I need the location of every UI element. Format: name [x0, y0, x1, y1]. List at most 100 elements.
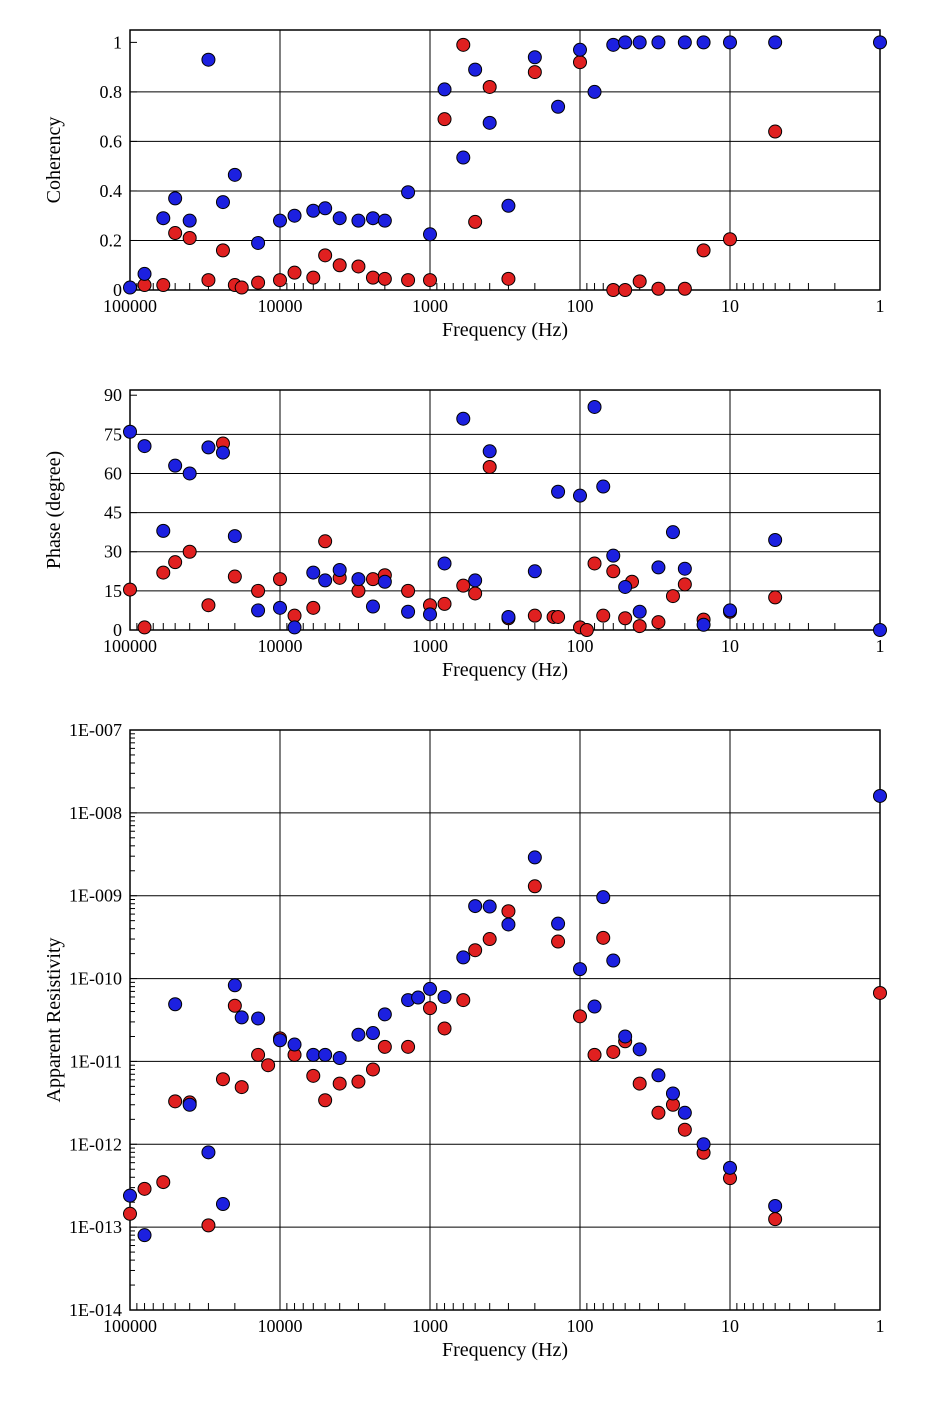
marker-blue: [666, 526, 679, 539]
y-axis-label: Coherency: [43, 117, 65, 204]
marker-red: [469, 944, 482, 957]
marker-blue: [678, 562, 691, 575]
xtick-label: 1: [876, 296, 885, 316]
ytick-label: 1E-009: [69, 886, 122, 906]
marker-blue: [588, 1000, 601, 1013]
marker-blue: [528, 51, 541, 64]
marker-blue: [424, 608, 437, 621]
marker-blue: [438, 990, 451, 1003]
marker-red: [402, 1040, 415, 1053]
marker-red: [457, 38, 470, 51]
marker-blue: [552, 485, 565, 498]
marker-red: [252, 584, 265, 597]
marker-blue: [769, 36, 782, 49]
ytick-label: 0.6: [100, 131, 123, 151]
marker-blue: [633, 36, 646, 49]
marker-blue: [574, 963, 587, 976]
marker-blue: [169, 459, 182, 472]
ytick-label: 15: [104, 581, 122, 601]
xtick-label: 10000: [258, 296, 303, 316]
marker-blue: [769, 534, 782, 547]
ytick-label: 1E-013: [69, 1217, 122, 1237]
marker-red: [202, 1219, 215, 1232]
marker-blue: [769, 1199, 782, 1212]
y-axis-label: Apparent Resistivity: [43, 938, 65, 1103]
xtick-label: 10: [721, 1316, 739, 1336]
ytick-label: 0.2: [100, 230, 123, 250]
xtick-label: 100: [567, 636, 594, 656]
ytick-label: 0: [113, 280, 122, 300]
marker-blue: [874, 624, 887, 637]
marker-blue: [333, 564, 346, 577]
marker-red: [402, 274, 415, 287]
marker-blue: [607, 954, 620, 967]
marker-blue: [597, 480, 610, 493]
marker-blue: [333, 1051, 346, 1064]
marker-red: [424, 1002, 437, 1015]
marker-red: [402, 584, 415, 597]
xtick-label: 1000: [412, 1316, 448, 1336]
marker-blue: [169, 998, 182, 1011]
xtick-label: 100000: [103, 296, 157, 316]
marker-blue: [619, 1030, 632, 1043]
x-axis-label: Frequency (Hz): [442, 319, 568, 341]
marker-blue: [502, 918, 515, 931]
marker-red: [633, 1077, 646, 1090]
marker-blue: [319, 1048, 332, 1061]
xtick-label: 100000: [103, 636, 157, 656]
marker-blue: [274, 1034, 287, 1047]
marker-red: [652, 1106, 665, 1119]
marker-red: [874, 986, 887, 999]
marker-red: [633, 275, 646, 288]
panel-wrap-resistivity: 1000001000010001001011E-0141E-0131E-0121…: [20, 720, 920, 1370]
marker-red: [307, 1069, 320, 1082]
marker-red: [252, 276, 265, 289]
marker-blue: [438, 557, 451, 570]
xtick-label: 10000: [258, 636, 303, 656]
marker-blue: [169, 192, 182, 205]
marker-red: [228, 570, 241, 583]
marker-blue: [457, 951, 470, 964]
marker-blue: [483, 900, 496, 913]
marker-blue: [216, 196, 229, 209]
ytick-label: 60: [104, 463, 122, 483]
xtick-label: 10: [721, 636, 739, 656]
ytick-label: 1E-011: [70, 1051, 122, 1071]
marker-red: [607, 565, 620, 578]
marker-blue: [216, 446, 229, 459]
marker-blue: [724, 36, 737, 49]
marker-red: [352, 1075, 365, 1088]
marker-red: [469, 587, 482, 600]
marker-red: [607, 1045, 620, 1058]
marker-blue: [307, 204, 320, 217]
marker-red: [769, 125, 782, 138]
marker-red: [652, 616, 665, 629]
marker-blue: [202, 53, 215, 66]
marker-blue: [183, 467, 196, 480]
marker-red: [678, 282, 691, 295]
xtick-label: 1: [876, 1316, 885, 1336]
marker-red: [183, 545, 196, 558]
marker-red: [697, 244, 710, 257]
marker-blue: [274, 214, 287, 227]
marker-red: [138, 1182, 151, 1195]
ytick-label: 90: [104, 385, 122, 405]
marker-blue: [157, 524, 170, 537]
marker-blue: [678, 1106, 691, 1119]
marker-blue: [252, 236, 265, 249]
marker-red: [124, 1207, 137, 1220]
marker-red: [319, 249, 332, 262]
xtick-label: 100: [567, 296, 594, 316]
marker-blue: [307, 566, 320, 579]
marker-red: [502, 272, 515, 285]
marker-blue: [124, 1189, 137, 1202]
marker-red: [252, 1048, 265, 1061]
marker-blue: [457, 412, 470, 425]
marker-blue: [619, 36, 632, 49]
marker-blue: [319, 202, 332, 215]
marker-blue: [724, 604, 737, 617]
marker-blue: [724, 1161, 737, 1174]
marker-blue: [138, 267, 151, 280]
marker-red: [333, 259, 346, 272]
marker-red: [202, 274, 215, 287]
